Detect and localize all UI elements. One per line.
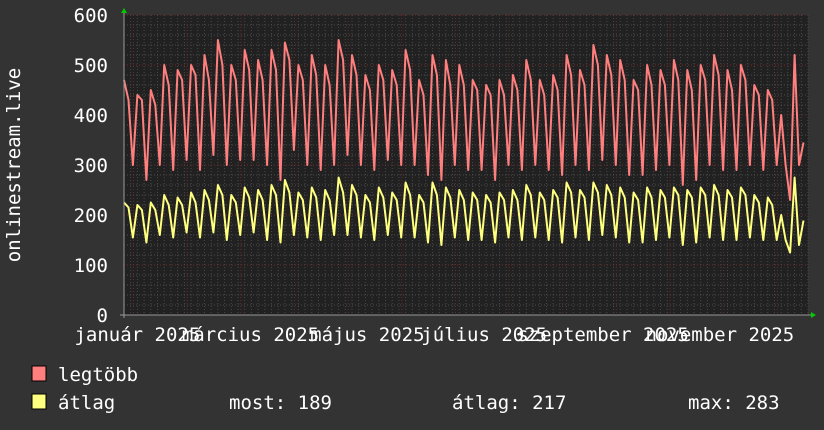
y-tick-label: 400 [74, 105, 108, 127]
legend-stat-max: max: 283 [688, 392, 780, 414]
y-axis-ticks: 0 100 200 300 400 500 600 [74, 5, 108, 327]
y-axis-label: onlinestream.live [3, 68, 25, 262]
legend-label-atlag: átlag [58, 392, 115, 414]
x-tick-label: szeptember 2025 [517, 324, 689, 346]
x-axis-arrow-icon [811, 312, 816, 318]
series-lines [123, 39, 805, 254]
x-tick-label: január 2025 [74, 324, 200, 346]
x-tick-label: május 2025 [310, 324, 424, 346]
y-tick-label: 100 [74, 255, 108, 277]
y-tick-label: 600 [74, 5, 108, 27]
y-axis-arrow-icon [121, 8, 127, 13]
x-tick-label: július 2025 [421, 324, 547, 346]
legend-stat-avg: átlag: 217 [452, 392, 566, 414]
y-tick-label: 500 [74, 55, 108, 77]
legend: legtöbb átlag most: 189 átlag: 217 max: … [31, 364, 780, 414]
y-tick-label: 300 [74, 155, 108, 177]
y-tick-label: 200 [74, 205, 108, 227]
legend-label-legtobb: legtöbb [58, 364, 138, 386]
x-tick-label: március 2025 [182, 324, 319, 346]
legend-swatch-legtobb [31, 365, 47, 382]
legend-stat-most: most: 189 [229, 392, 332, 414]
x-tick-label: november 2025 [646, 324, 795, 346]
series-line-legtobb [123, 39, 805, 201]
legend-swatch-atlag [31, 393, 47, 410]
series-line-atlag [123, 176, 805, 254]
y-tick-label: 0 [97, 305, 108, 327]
